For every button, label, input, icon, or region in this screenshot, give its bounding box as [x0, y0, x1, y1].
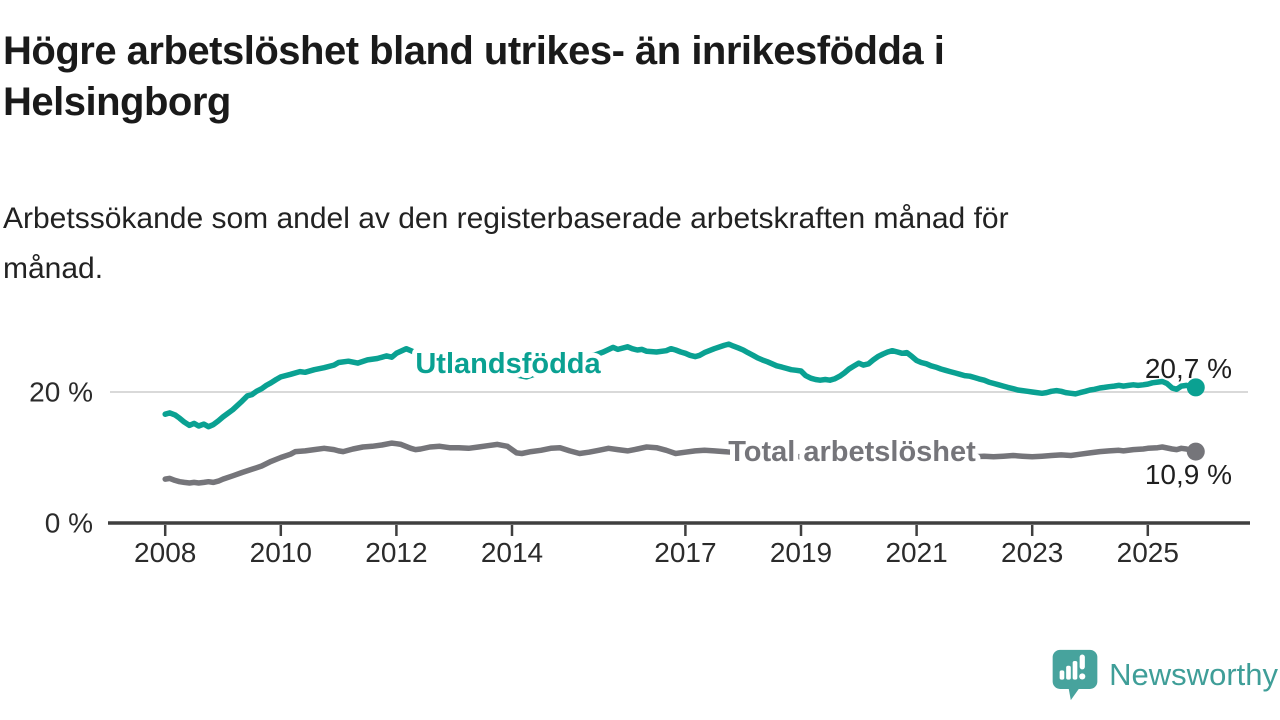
newsworthy-logo-icon [1052, 649, 1098, 701]
utlandsfodda-line [162, 341, 1199, 430]
x-tick-label-2017: 2017 [654, 537, 716, 568]
series-label-total-arbetsloshet: Total arbetslöshet [728, 436, 976, 468]
brand-footer: Newsworthy [1050, 648, 1278, 702]
y-axis-label-0: 0 % [45, 508, 93, 539]
utlandsfodda-endpoint-dot [1186, 378, 1205, 397]
x-tick-label-2014: 2014 [481, 537, 543, 568]
total-arbetsloshet-line [162, 440, 1199, 486]
exclamation-dot [1079, 673, 1086, 680]
subtitle-line-2: månad. [3, 252, 104, 285]
utlandsfodda-end-value-label: 20,7 % [1145, 353, 1232, 384]
x-tick-label-2023: 2023 [1001, 537, 1063, 568]
title-line-2: Helsingborg [3, 80, 231, 124]
total-arbetsloshet-endpoint-dot [1186, 442, 1205, 461]
series-label-utlandsfodda: Utlandsfödda [415, 348, 601, 380]
x-tick-label-2012: 2012 [365, 537, 427, 568]
brand-wordmark: Newsworthy [1109, 657, 1278, 692]
x-tick-label-2021: 2021 [885, 537, 947, 568]
x-tick-label-2025: 2025 [1117, 537, 1179, 568]
bar-medium [1066, 665, 1071, 680]
page-title: Högre arbetslöshet bland utrikes- än inr… [3, 26, 1203, 128]
page-subtitle: Arbetssökande som andel av den registerb… [3, 194, 1203, 294]
exclamation-bar [1079, 654, 1086, 670]
bar-small [1059, 670, 1065, 680]
title-line-1: Högre arbetslöshet bland utrikes- än inr… [3, 29, 945, 73]
x-tick-label-2019: 2019 [770, 537, 832, 568]
y-axis-label-20: 20 % [29, 376, 93, 407]
subtitle-line-1: Arbetssökande som andel av den registerb… [3, 202, 1009, 235]
x-tick-label-2008: 2008 [134, 537, 196, 568]
bar-large [1072, 661, 1078, 680]
total-arbetsloshet-end-value-label: 10,9 % [1145, 459, 1232, 490]
x-tick-label-2010: 2010 [250, 537, 312, 568]
